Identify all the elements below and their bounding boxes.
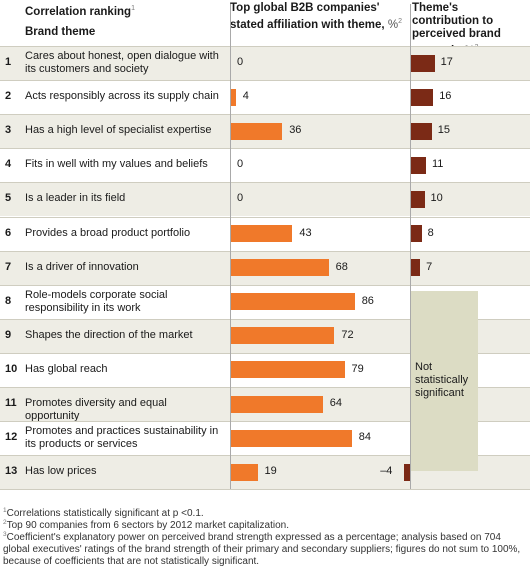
affiliation-value: 36 [289, 124, 302, 137]
row-divider [0, 387, 530, 388]
row-divider [0, 250, 530, 252]
theme-label: Promotes and practices sustainability in… [25, 425, 219, 451]
row-shade [0, 182, 530, 217]
row-divider [0, 216, 530, 218]
header-affiliation: Top global B2B companies' stated affilia… [230, 2, 402, 31]
row-divider [0, 284, 530, 286]
contribution-value: 10 [430, 192, 443, 205]
theme-label: Shapes the direction of the market [25, 328, 193, 341]
affiliation-value: 0 [237, 158, 244, 171]
rank-number: 11 [5, 397, 17, 410]
rank-number: 1 [5, 56, 12, 69]
affiliation-value: 64 [329, 397, 343, 410]
affiliation-bar [230, 361, 345, 379]
rank-number: 2 [5, 90, 12, 103]
row-divider [0, 80, 530, 82]
affiliation-bar [230, 122, 283, 140]
rank-number: 10 [5, 362, 18, 375]
row-divider [0, 489, 530, 491]
theme-label: Has a high level of specialist expertise [25, 124, 212, 137]
contribution-value: –4 [380, 465, 393, 478]
theme-label: Is a leader in its field [25, 192, 126, 205]
contribution-value: 16 [439, 90, 452, 103]
rank-number: 8 [5, 294, 12, 307]
contribution-value: 17 [440, 56, 453, 69]
row-divider [0, 182, 530, 184]
theme-label: Cares about honest, open dialogue with i… [25, 50, 219, 76]
row-divider [0, 455, 530, 457]
rank-number: 13 [5, 465, 18, 478]
contribution-bar [410, 225, 422, 243]
rank-number: 7 [5, 260, 12, 273]
affiliation-value: 43 [299, 226, 312, 239]
contribution-bar [410, 156, 426, 174]
affiliation-bar [230, 225, 293, 243]
affiliation-bar [230, 463, 258, 481]
affiliation-value: 68 [335, 260, 348, 273]
contribution-bar [410, 122, 432, 140]
row-divider [0, 46, 530, 47]
footnote-3: 3Coefficient's explanatory power on perc… [3, 531, 521, 567]
row-divider [0, 421, 530, 423]
affiliation-bar [230, 327, 335, 345]
affiliation-value: 79 [351, 362, 364, 375]
contribution-bar [410, 88, 434, 106]
affiliation-bar [230, 88, 236, 106]
rank-number: 5 [5, 192, 12, 205]
footnote-1: 1Correlations statistically significant … [3, 507, 204, 519]
contribution-axis [410, 4, 411, 490]
theme-label: Has low prices [25, 465, 97, 478]
theme-label: Fits in well with my values and beliefs [25, 158, 208, 171]
theme-label: Is a driver of innovation [25, 260, 139, 273]
affiliation-value: 84 [358, 431, 372, 444]
contribution-value: 8 [427, 226, 434, 239]
affiliation-bar [230, 429, 352, 447]
contribution-value: 15 [437, 124, 450, 137]
theme-label: Promotes diversity and equal opportunity [25, 397, 167, 423]
rank-number: 6 [5, 226, 12, 239]
rank-number: 9 [5, 328, 12, 341]
affiliation-bar [230, 293, 355, 311]
contribution-value: 11 [431, 158, 444, 171]
row-divider [0, 114, 530, 116]
theme-label: Provides a broad product portfolio [25, 226, 191, 239]
contribution-bar [410, 259, 421, 277]
affiliation-value: 0 [237, 56, 244, 69]
not-significant-label: Not statistically significant [415, 360, 469, 399]
contribution-value: 7 [426, 260, 433, 273]
header-brand-theme: Brand theme [25, 26, 96, 38]
affiliation-value: 86 [361, 294, 374, 307]
rank-number: 4 [5, 158, 12, 171]
affiliation-value: 19 [264, 465, 277, 478]
header-correlation-ranking: Correlation ranking1 [25, 5, 135, 18]
contribution-bar [404, 463, 410, 481]
footnote-2: 2Top 90 companies from 6 sectors by 2012… [3, 519, 289, 531]
rank-number: 3 [5, 124, 12, 137]
row-shade [0, 46, 530, 81]
affiliation-value: 72 [341, 328, 354, 341]
affiliation-bar [230, 395, 323, 413]
affiliation-axis [230, 4, 231, 490]
rank-number: 12 [5, 431, 18, 444]
row-divider [0, 352, 530, 354]
not-significant-box [410, 290, 478, 472]
contribution-bar [410, 54, 435, 72]
contribution-bar [410, 190, 425, 208]
theme-label: Role-models corporate social responsibil… [25, 288, 168, 314]
row-divider [0, 148, 530, 150]
affiliation-value: 0 [237, 192, 244, 205]
affiliation-bar [230, 259, 329, 277]
theme-label: Has global reach [25, 362, 108, 375]
row-divider [0, 318, 530, 320]
affiliation-value: 4 [242, 90, 249, 103]
theme-label: Acts responsibly across its supply chain [25, 90, 219, 103]
